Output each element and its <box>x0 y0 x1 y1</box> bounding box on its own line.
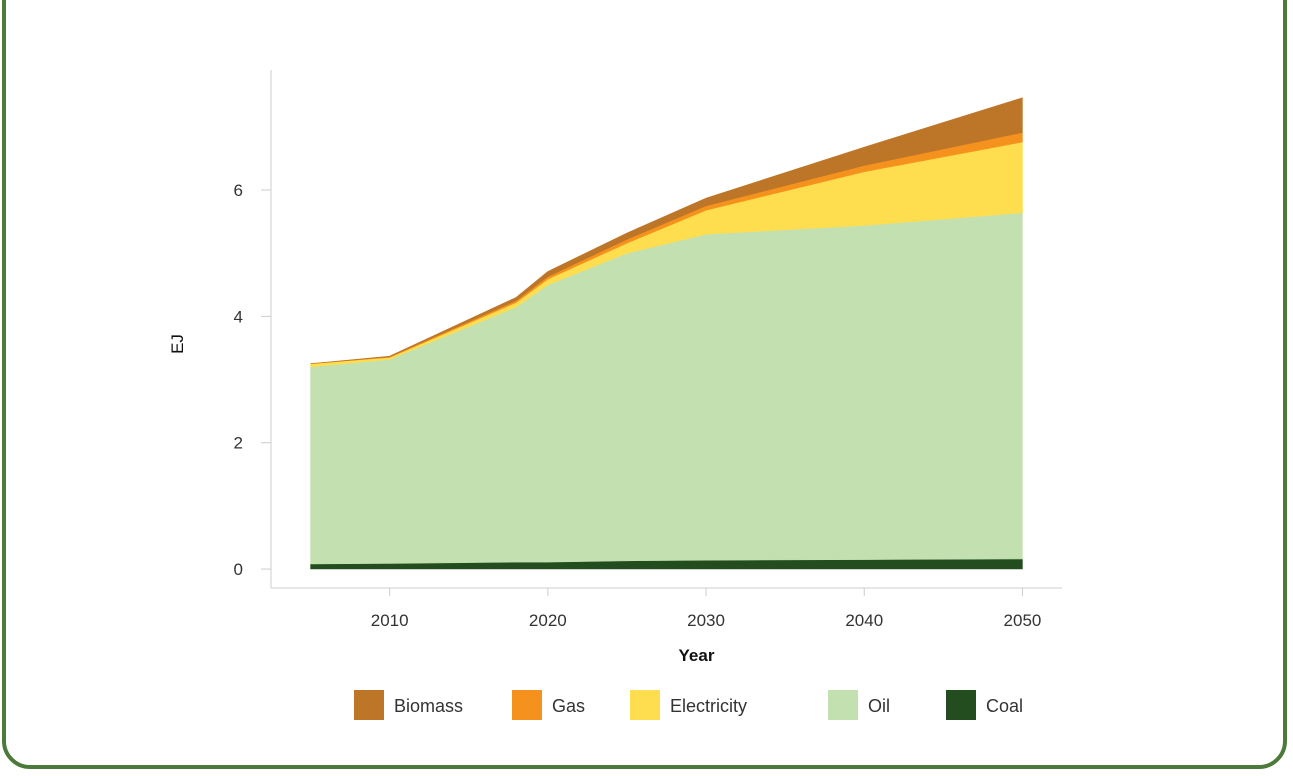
legend-swatch-oil <box>828 690 858 720</box>
x-axis-title: Year <box>679 646 715 665</box>
legend-label-electricity: Electricity <box>670 696 747 716</box>
y-tick-label: 4 <box>234 307 243 326</box>
area-oil <box>310 212 1023 565</box>
area-series-group <box>310 97 1023 570</box>
y-axis-title: EJ <box>168 334 187 354</box>
legend-label-gas: Gas <box>552 696 585 716</box>
y-tick-label: 0 <box>234 560 243 579</box>
y-tick-label: 6 <box>234 181 243 200</box>
legend-swatch-coal <box>946 690 976 720</box>
legend: Biomass Gas Electricity Oil Coal <box>354 690 1023 720</box>
legend-label-biomass: Biomass <box>394 696 463 716</box>
y-tick-label: 2 <box>234 434 243 453</box>
x-tick-label: 2020 <box>529 611 567 630</box>
x-tick-label: 2010 <box>371 611 409 630</box>
x-ticks-group: 2010 2020 2030 2040 2050 <box>371 588 1042 630</box>
y-ticks-group: 0 2 4 6 <box>234 181 271 579</box>
x-tick-label: 2040 <box>845 611 883 630</box>
legend-swatch-gas <box>512 690 542 720</box>
legend-label-coal: Coal <box>986 696 1023 716</box>
x-tick-label: 2030 <box>687 611 725 630</box>
legend-swatch-electricity <box>630 690 660 720</box>
x-tick-label: 2050 <box>1004 611 1042 630</box>
legend-swatch-biomass <box>354 690 384 720</box>
legend-label-oil: Oil <box>868 696 890 716</box>
area-biomass <box>310 97 1023 364</box>
axes-group <box>270 70 1062 589</box>
